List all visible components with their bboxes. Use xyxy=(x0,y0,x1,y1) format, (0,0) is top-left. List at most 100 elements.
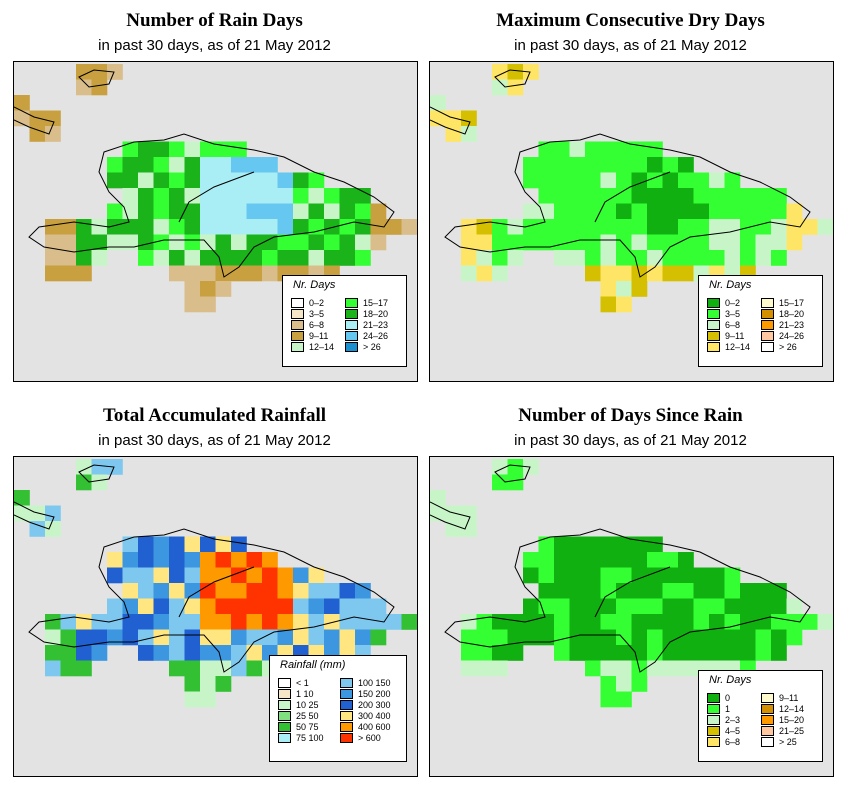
grid-cell xyxy=(709,598,725,615)
legend-label: 18–20 xyxy=(779,309,805,319)
grid-cell xyxy=(122,614,139,630)
grid-cell xyxy=(647,234,663,251)
map-area: Nr. Days 0–2 3–5 6–8 9–11 12–14 15–17 18–20 21–… xyxy=(13,61,418,382)
legend-item: 21–23 xyxy=(761,320,804,331)
grid-cell xyxy=(771,629,787,646)
grid-cell xyxy=(569,250,586,266)
legend-swatch xyxy=(278,733,291,743)
grid-cell xyxy=(616,567,632,584)
grid-cell xyxy=(554,203,570,220)
panel-rain-days: Number of Rain Days in past 30 days, as … xyxy=(12,0,418,385)
grid-cell xyxy=(293,188,309,204)
grid-cell xyxy=(647,250,663,266)
grid-cell xyxy=(600,281,617,297)
grid-cell xyxy=(786,234,803,251)
grid-cell xyxy=(184,660,201,677)
grid-cell xyxy=(324,598,340,615)
legend-label: 15–20 xyxy=(779,715,805,725)
grid-cell xyxy=(693,234,710,251)
grid-cell xyxy=(523,172,539,189)
grid-cell xyxy=(662,219,679,235)
legend-label: > 600 xyxy=(358,733,381,743)
grid-cell xyxy=(678,583,694,599)
grid-cell xyxy=(215,188,232,204)
legend-label: 15–17 xyxy=(363,298,389,308)
grid-cell xyxy=(215,629,232,646)
grid-cell xyxy=(153,172,170,189)
grid-cell xyxy=(355,188,371,204)
grid-cell xyxy=(169,172,185,189)
grid-cell xyxy=(169,629,185,646)
grid-cell xyxy=(724,583,741,599)
grid-cell xyxy=(476,234,493,251)
legend-swatch xyxy=(761,309,774,319)
grid-cell xyxy=(29,521,46,537)
grid-cell xyxy=(693,250,710,266)
grid-cell xyxy=(246,265,263,282)
grid-cell xyxy=(45,110,61,127)
grid-cell xyxy=(585,250,601,266)
legend-label: 50 75 xyxy=(296,722,319,732)
grid-cell xyxy=(600,296,617,313)
coastline xyxy=(78,464,115,483)
grid-cell xyxy=(231,141,247,158)
grid-cell xyxy=(308,172,325,189)
grid-cell xyxy=(122,536,139,553)
grid-cell xyxy=(786,629,803,646)
grid-cell xyxy=(370,203,387,220)
grid-cell xyxy=(138,629,154,646)
grid-cell xyxy=(771,234,787,251)
grid-cell xyxy=(616,536,632,553)
grid-cell xyxy=(631,141,648,158)
grid-cell xyxy=(740,614,756,630)
grid-cell xyxy=(662,234,679,251)
grid-cell xyxy=(277,583,294,599)
legend-item: 4–5 xyxy=(707,726,740,737)
grid-cell xyxy=(45,250,61,266)
grid-cell xyxy=(445,521,462,537)
legend-item: 3–5 xyxy=(291,309,324,320)
legend-label: 4–5 xyxy=(725,726,741,736)
grid-cell xyxy=(507,79,524,96)
grid-cell xyxy=(693,614,710,630)
grid-cell xyxy=(693,172,710,189)
grid-cell xyxy=(554,234,570,251)
grid-cell xyxy=(370,219,387,235)
panel-title: Number of Days Since Rain xyxy=(518,405,743,426)
grid-cell xyxy=(231,598,247,615)
grid-cell xyxy=(647,157,663,173)
grid-cell xyxy=(647,188,663,204)
grid-cell xyxy=(76,265,92,282)
grid-cell xyxy=(308,188,325,204)
legend-label: 300 400 xyxy=(358,711,391,721)
legend-swatch xyxy=(278,678,291,688)
legend-label: > 25 xyxy=(779,737,797,747)
grid-cell xyxy=(569,645,586,661)
grid-cell xyxy=(523,552,539,568)
grid-cell xyxy=(492,64,508,80)
grid-cell xyxy=(200,691,216,708)
grid-cell xyxy=(616,614,632,630)
legend-label: 150 200 xyxy=(358,689,391,699)
grid-cell xyxy=(569,567,586,584)
grid-cell xyxy=(523,64,539,80)
grid-cell xyxy=(200,234,216,251)
grid-cell xyxy=(771,614,787,630)
grid-cell xyxy=(647,552,663,568)
grid-cell xyxy=(616,629,632,646)
grid-cell xyxy=(293,629,309,646)
legend-label: 15–17 xyxy=(779,298,805,308)
legend-label: > 26 xyxy=(363,342,381,352)
grid-cell xyxy=(461,660,477,677)
grid-cell xyxy=(200,645,216,661)
grid-cell xyxy=(200,172,216,189)
grid-cell xyxy=(616,188,632,204)
grid-cell xyxy=(647,265,663,282)
grid-cell xyxy=(616,660,632,677)
grid-cell xyxy=(538,583,555,599)
legend-item: 25 50 xyxy=(278,711,319,722)
grid-cell xyxy=(445,505,462,522)
panel-title: Number of Rain Days xyxy=(126,10,303,31)
coastline xyxy=(444,133,811,278)
grid-cell xyxy=(662,552,679,568)
